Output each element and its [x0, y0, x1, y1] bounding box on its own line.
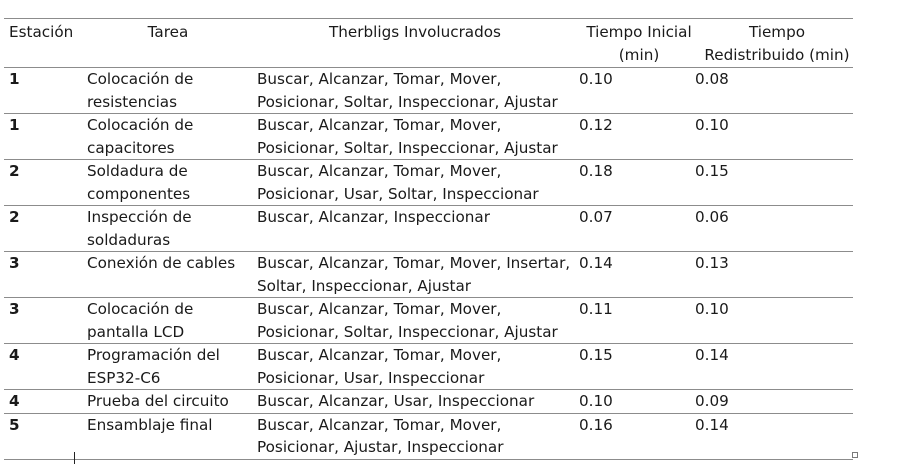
- task-cell: Prueba del circuito: [87, 392, 229, 410]
- table-row: 4 Prueba del circuito Buscar, Alcanzar, …: [4, 390, 853, 414]
- therbligs-cell: Buscar, Alcanzar, Tomar, Mover, Posicion…: [257, 70, 558, 111]
- station-cell: 4: [9, 346, 20, 364]
- therbligs-cell: Buscar, Alcanzar, Tomar, Mover, Posicion…: [257, 346, 502, 387]
- station-cell: 1: [9, 116, 20, 134]
- redistributed-time-cell: 0.10: [695, 300, 729, 318]
- header-redistributed-time: Tiempo Redistribuido (min): [704, 23, 850, 64]
- redistributed-time-cell: 0.10: [695, 116, 729, 134]
- table-row: 3 Conexión de cables Buscar, Alcanzar, T…: [4, 252, 853, 298]
- station-cell: 3: [9, 254, 20, 272]
- redistributed-time-cell: 0.14: [695, 415, 729, 434]
- task-cell: Ensamblaje final: [87, 415, 213, 434]
- initial-time-cell: 0.14: [579, 254, 613, 272]
- table-header-row: Estación Tarea Therbligs Involucrados Ti…: [4, 19, 853, 68]
- initial-time-cell: 0.16: [579, 415, 613, 434]
- therbligs-cell: Buscar, Alcanzar, Usar, Inspeccionar: [257, 392, 535, 410]
- therbligs-cell: Buscar, Alcanzar, Tomar, Mover, Posicion…: [257, 300, 558, 341]
- task-cell: Colocación de resistencias: [87, 70, 194, 111]
- initial-time-cell: 0.15: [579, 346, 613, 364]
- header-therbligs: Therbligs Involucrados: [329, 23, 501, 41]
- header-task: Tarea: [147, 23, 189, 41]
- redistributed-time-cell: 0.15: [695, 162, 729, 180]
- redistributed-time-cell: 0.09: [695, 392, 729, 410]
- table-row: 2 Inspección de soldaduras Buscar, Alcan…: [4, 206, 853, 252]
- table-row: 2 Soldadura de componentes Buscar, Alcan…: [4, 160, 853, 206]
- header-initial-time: Tiempo Inicial (min): [586, 23, 692, 64]
- therbligs-cell: Buscar, Alcanzar, Tomar, Mover, Insertar…: [257, 254, 571, 295]
- station-cell: 2: [9, 162, 20, 180]
- table-row: 1 Colocación de capacitores Buscar, Alca…: [4, 114, 853, 160]
- station-cell: 5: [9, 415, 20, 434]
- task-cell: Colocación de pantalla LCD: [87, 300, 194, 341]
- text-cursor: [74, 452, 75, 464]
- task-cell: Soldadura de componentes: [87, 162, 191, 203]
- therbligs-cell: Buscar, Alcanzar, Tomar, Mover, Posicion…: [257, 415, 504, 457]
- redistributed-time-cell: 0.13: [695, 254, 729, 272]
- table-row: 5 Ensamblaje final Buscar, Alcanzar, Tom…: [4, 414, 853, 460]
- station-cell: 4: [9, 392, 20, 410]
- therbligs-cell: Buscar, Alcanzar, Tomar, Mover, Posicion…: [257, 162, 539, 203]
- task-cell: Inspección de soldaduras: [87, 208, 192, 249]
- redistributed-time-cell: 0.14: [695, 346, 729, 364]
- therbligs-cell: Buscar, Alcanzar, Inspeccionar: [257, 208, 490, 226]
- initial-time-cell: 0.07: [579, 208, 613, 226]
- initial-time-cell: 0.11: [579, 300, 613, 318]
- station-cell: 1: [9, 70, 20, 88]
- redistributed-time-cell: 0.06: [695, 208, 729, 226]
- initial-time-cell: 0.12: [579, 116, 613, 134]
- table-row: 3 Colocación de pantalla LCD Buscar, Alc…: [4, 298, 853, 344]
- redistributed-time-cell: 0.08: [695, 70, 729, 88]
- initial-time-cell: 0.18: [579, 162, 613, 180]
- station-cell: 3: [9, 300, 20, 318]
- initial-time-cell: 0.10: [579, 70, 613, 88]
- task-cell: Programación del ESP32-C6: [87, 346, 220, 387]
- task-cell: Colocación de capacitores: [87, 116, 194, 157]
- task-cell: Conexión de cables: [87, 254, 236, 272]
- initial-time-cell: 0.10: [579, 392, 613, 410]
- therbligs-table: Estación Tarea Therbligs Involucrados Ti…: [4, 18, 853, 460]
- table-row: 1 Colocación de resistencias Buscar, Alc…: [4, 68, 853, 114]
- station-cell: 2: [9, 208, 20, 226]
- header-station: Estación: [9, 23, 74, 41]
- therbligs-cell: Buscar, Alcanzar, Tomar, Mover, Posicion…: [257, 116, 558, 157]
- table-row: 4 Programación del ESP32-C6 Buscar, Alca…: [4, 344, 853, 390]
- table-resize-handle[interactable]: [852, 452, 858, 458]
